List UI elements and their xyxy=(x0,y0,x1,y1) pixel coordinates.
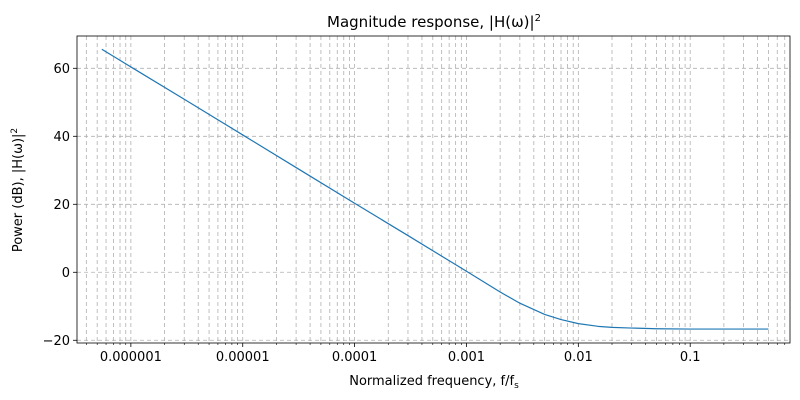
y-tick-label: 60 xyxy=(53,62,70,77)
y-axis-ticks: −20 0 20 40 60 xyxy=(43,62,77,349)
x-tick-label: 0.000001 xyxy=(100,350,162,365)
y-tick-label: 40 xyxy=(53,130,70,145)
x-tick-label: 0.001 xyxy=(448,350,485,365)
y-tick-label: 0 xyxy=(62,266,70,281)
series-line-0 xyxy=(101,48,769,330)
x-tick-label: 0.0001 xyxy=(332,350,378,365)
series-layer xyxy=(101,48,769,330)
grid xyxy=(77,36,790,343)
y-axis-label: Power (dB), |H(ω)|2 xyxy=(10,128,26,252)
x-axis-label: Normalized frequency, f/fs xyxy=(349,374,519,391)
chart-title: Magnitude response, |H(ω)|2 xyxy=(327,13,541,31)
x-tick-label: 0.01 xyxy=(564,350,593,365)
x-tick-label: 0.1 xyxy=(680,350,701,365)
x-axis-ticks: 0.000001 0.00001 0.0001 0.001 0.01 0.1 xyxy=(86,343,786,365)
y-tick-label: −20 xyxy=(43,334,70,349)
x-tick-label: 0.00001 xyxy=(216,350,270,365)
y-tick-label: 20 xyxy=(53,198,70,213)
plot-frame xyxy=(76,35,791,344)
